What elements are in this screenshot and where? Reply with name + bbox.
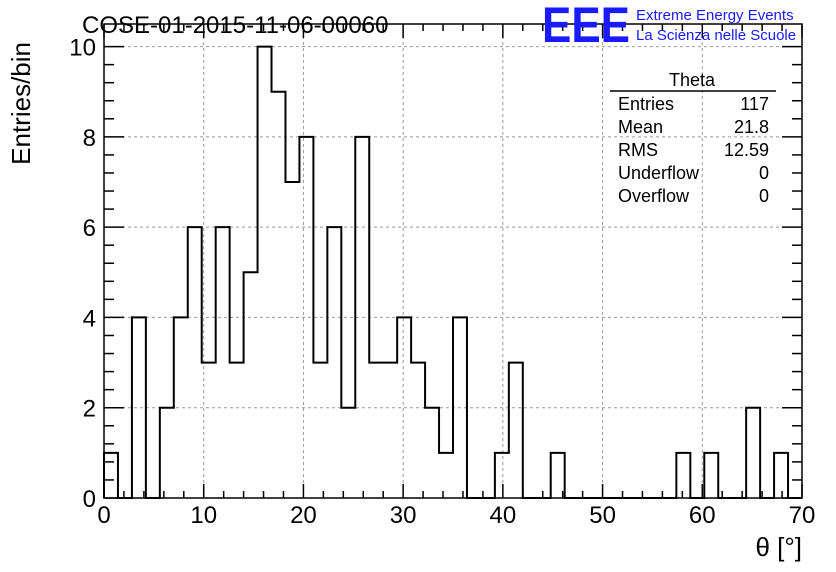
x-tick-labels: 0 10 20 30 40 50 60 70 <box>97 502 815 529</box>
histogram-bin <box>704 453 718 498</box>
histogram-bin <box>774 453 788 498</box>
x-axis-label: θ [°] <box>755 532 802 562</box>
stats-row-value: 12.59 <box>724 140 769 160</box>
histogram-bin <box>160 408 174 498</box>
histogram-bin <box>202 363 216 498</box>
x-tick-label: 30 <box>390 502 417 529</box>
histogram-bin <box>285 182 299 498</box>
stats-title: Theta <box>669 70 716 90</box>
histogram-bin <box>216 227 230 498</box>
y-tick-label: 6 <box>83 215 96 242</box>
histogram-bin <box>258 47 272 498</box>
logo-line-1: Extreme Energy Events <box>636 7 794 24</box>
stats-rows: Entries 117 Mean 21.8 RMS 12.59 Underflow 0 Over… <box>618 94 769 206</box>
y-tick-label: 4 <box>83 305 96 332</box>
histogram-bin <box>439 453 453 498</box>
stats-row-label: Entries <box>618 94 674 114</box>
stats-row-value: 0 <box>759 186 769 206</box>
histogram-bin <box>188 227 202 498</box>
histogram-bins <box>104 47 788 498</box>
histogram-bin <box>509 363 523 498</box>
x-tick-label: 40 <box>490 502 517 529</box>
histogram-bin <box>369 363 383 498</box>
stats-row-label: Overflow <box>618 186 690 206</box>
histogram-bin <box>174 317 188 498</box>
x-tick-label: 70 <box>789 502 816 529</box>
histogram-bin <box>327 227 341 498</box>
x-tick-label: 0 <box>97 502 110 529</box>
stats-row-value: 0 <box>759 163 769 183</box>
x-tick-label: 20 <box>290 502 317 529</box>
chart-title: COSE-01-2015-11-06-00060 <box>82 12 388 39</box>
stats-row-value: 117 <box>740 94 769 114</box>
histogram-bin <box>313 363 327 498</box>
histogram-bin <box>230 363 244 498</box>
stats-box: Theta Entries 117 Mean 21.8 RMS 12.59 Underflo… <box>610 70 776 206</box>
eee-logo: EEE Extreme Energy Events La Scienza nel… <box>542 0 796 53</box>
y-tick-label: 8 <box>83 125 96 152</box>
stats-row-value: 21.8 <box>734 117 769 137</box>
stats-row-label: Underflow <box>618 163 700 183</box>
x-tick-label: 10 <box>190 502 217 529</box>
histogram-bin <box>341 408 355 498</box>
histogram-bin <box>272 92 286 498</box>
eee-logo-letters: EEE <box>542 0 630 53</box>
histogram-bin <box>383 363 397 498</box>
y-axis-label: Entries/bin <box>6 42 36 165</box>
histogram-bin <box>411 363 425 498</box>
histogram-bin <box>244 272 258 498</box>
logo-line-2: La Scienza nelle Scuole <box>636 27 796 44</box>
histogram-chart: 0 10 20 30 40 50 60 70 0 2 4 6 8 10 COSE-01-2015-11-… <box>0 0 836 572</box>
histogram-bin <box>299 137 313 498</box>
histogram-bin <box>676 453 690 498</box>
histogram-bin <box>746 408 760 498</box>
y-tick-label: 2 <box>83 396 96 423</box>
x-tick-label: 60 <box>689 502 716 529</box>
histogram-bin <box>495 453 509 498</box>
histogram-bin <box>425 408 439 498</box>
y-tick-label: 0 <box>83 486 96 513</box>
stats-row-label: RMS <box>618 140 658 160</box>
histogram-outline <box>104 47 802 498</box>
stats-row-label: Mean <box>618 117 663 137</box>
x-tick-label: 50 <box>589 502 616 529</box>
histogram-bin <box>104 453 118 498</box>
